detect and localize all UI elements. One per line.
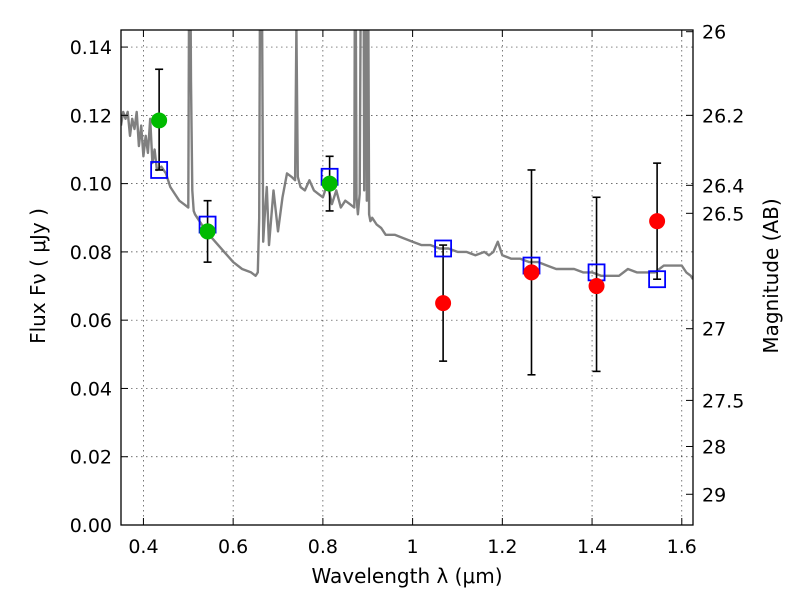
y-tick-label: 0.10 xyxy=(70,174,112,196)
right-tick-label: 27.5 xyxy=(702,390,744,412)
observed-point xyxy=(649,213,666,230)
y-tick-label: 0.00 xyxy=(70,515,112,537)
right-tick-label: 26.2 xyxy=(702,105,744,127)
y-tick-label: 0.06 xyxy=(70,310,112,332)
plot-frame xyxy=(120,29,694,526)
observed-point xyxy=(199,223,216,240)
right-tick-label: 26.4 xyxy=(702,175,744,197)
right-tick-label: 27 xyxy=(702,319,726,341)
y-tick-label: 0.12 xyxy=(70,105,112,127)
right-axis-title: Magnitude (AB) xyxy=(759,198,783,353)
x-tick-label: 0.4 xyxy=(128,536,158,558)
model-square-point xyxy=(434,239,453,258)
y-tick-label: 0.14 xyxy=(70,37,112,59)
model-square-point xyxy=(150,161,169,179)
right-tick-label: 26.5 xyxy=(702,203,744,225)
y-axis-title: Flux Fν ( μJy ) xyxy=(26,208,50,344)
right-tick-label: 29 xyxy=(702,484,726,506)
x-tick-label: 1.6 xyxy=(667,536,697,558)
tick-labels: 0.4 0.6 0.8 1 1.2 1.4 1.6 0.00 0.02 0.04 0.06 0.08 0… xyxy=(70,22,745,558)
observed-point xyxy=(588,278,605,295)
observed-point xyxy=(523,264,540,281)
right-tick-label: 28 xyxy=(702,436,726,458)
y-tick-label: 0.04 xyxy=(70,378,112,400)
x-tick-label: 1.4 xyxy=(577,536,607,558)
observed-point xyxy=(151,112,168,129)
plot-area xyxy=(121,30,693,376)
y-tick-label: 0.02 xyxy=(70,447,112,469)
x-tick-label: 0.6 xyxy=(218,536,248,558)
y-tick-label: 0.08 xyxy=(70,242,112,264)
grid xyxy=(121,30,693,526)
observed-point xyxy=(321,175,338,192)
x-axis-title: Wavelength λ (μm) xyxy=(311,564,502,588)
model-square-point xyxy=(648,270,667,289)
right-tick-label: 26 xyxy=(702,22,726,44)
x-tick-label: 0.8 xyxy=(308,536,338,558)
observed-point xyxy=(435,295,452,312)
x-tick-label: 1 xyxy=(407,536,419,558)
x-tick-label: 1.2 xyxy=(487,536,517,558)
ticks xyxy=(121,30,693,526)
